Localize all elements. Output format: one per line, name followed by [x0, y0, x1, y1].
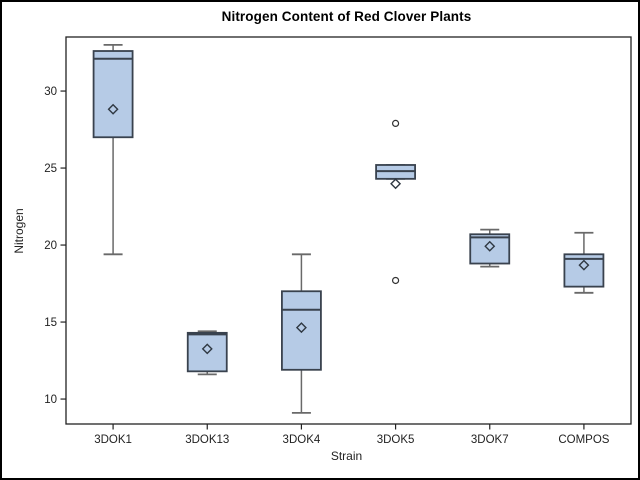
chart-title: Nitrogen Content of Red Clover Plants — [221, 9, 472, 24]
x-category-label: 3DOK5 — [377, 434, 415, 446]
mean-marker — [578, 259, 590, 271]
x-axis-label: Strain — [330, 449, 363, 463]
x-category-label: 3DOK4 — [283, 434, 321, 446]
box-group-3DOK1 — [92, 43, 134, 256]
box-group-COMPOS — [563, 231, 605, 294]
plot-frame — [65, 36, 632, 425]
mean-marker — [295, 322, 307, 334]
mean-marker — [107, 103, 119, 115]
box-group-3DOK5 — [375, 119, 416, 285]
box-rect — [281, 290, 322, 371]
box-rect — [92, 50, 134, 139]
mean-marker — [484, 240, 496, 252]
outlier-point — [391, 276, 400, 285]
box-rect — [469, 233, 511, 265]
outlier-point — [391, 119, 400, 127]
x-category-label: 3DOK13 — [185, 434, 229, 446]
y-tick-label: 25 — [44, 163, 57, 175]
x-category-label: COMPOS — [558, 434, 609, 446]
x-category-label: 3DOK1 — [94, 434, 132, 446]
box-group-3DOK13 — [186, 330, 228, 376]
y-tick-label: 20 — [44, 240, 57, 252]
y-tick-label: 30 — [44, 86, 57, 98]
y-tick-label: 15 — [44, 317, 57, 329]
box-group-3DOK7 — [469, 228, 511, 268]
mean-marker — [390, 178, 402, 190]
mean-marker — [201, 343, 213, 355]
y-tick-label: 10 — [44, 394, 57, 406]
box-group-3DOK4 — [281, 253, 322, 414]
x-category-label: 3DOK7 — [471, 434, 509, 446]
box-rect — [186, 331, 228, 373]
